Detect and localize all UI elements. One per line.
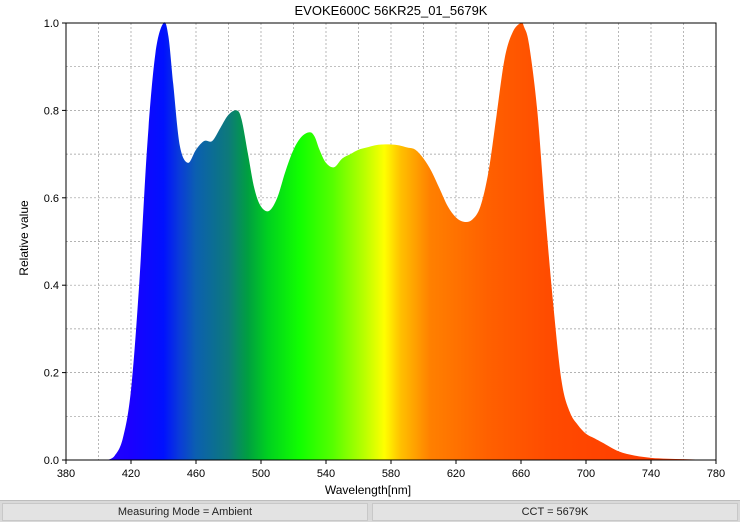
- x-axis-label: Wavelength[nm]: [325, 483, 411, 497]
- spectrum-chart: 380 420 460 500 540 580 620 660 700 740 780 0.0 0.2…: [17, 3, 725, 497]
- x-tick-label: 380: [57, 468, 75, 480]
- spectrum-area: [98, 22, 716, 460]
- x-tick-label: 580: [382, 468, 400, 480]
- x-tick-label: 500: [252, 468, 270, 480]
- x-tick-labels: 380 420 460 500 540 580 620 660 700 740 780: [57, 460, 725, 480]
- x-tick-label: 780: [707, 468, 725, 480]
- y-tick-label: 0.8: [44, 105, 59, 117]
- measuring-mode-field: Measuring Mode = Ambient: [2, 503, 368, 521]
- y-tick-labels: 0.0 0.2 0.4 0.6 0.8 1.0: [44, 18, 66, 467]
- x-tick-label: 460: [187, 468, 205, 480]
- y-tick-label: 0.2: [44, 368, 59, 380]
- status-bar: Measuring Mode = Ambient CCT = 5679K: [0, 500, 740, 522]
- x-tick-label: 740: [642, 468, 660, 480]
- y-tick-label: 0.6: [44, 193, 59, 205]
- y-tick-label: 0.0: [44, 455, 59, 467]
- y-tick-label: 1.0: [44, 18, 59, 30]
- x-tick-label: 540: [317, 468, 335, 480]
- chart-title: EVOKE600C 56KR25_01_5679K: [295, 3, 488, 18]
- y-tick-label: 0.4: [44, 280, 59, 292]
- y-axis-label: Relative value: [17, 200, 31, 276]
- x-tick-label: 620: [447, 468, 465, 480]
- x-tick-label: 700: [577, 468, 595, 480]
- x-tick-label: 660: [512, 468, 530, 480]
- cct-field: CCT = 5679K: [372, 503, 738, 521]
- x-tick-label: 420: [122, 468, 140, 480]
